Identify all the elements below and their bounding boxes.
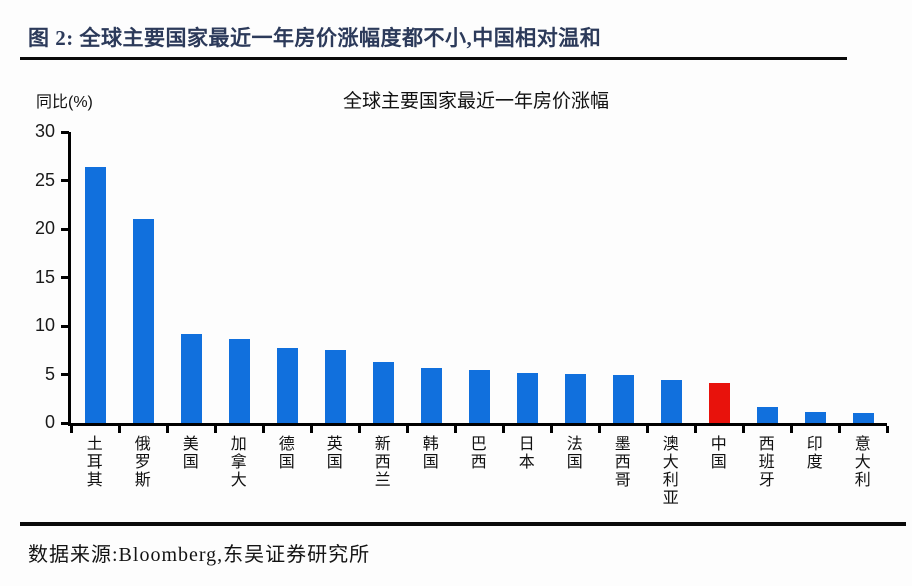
report-figure-title: 图 2: 全球主要国家最近一年房价涨幅度都不小,中国相对温和 <box>28 26 602 50</box>
header-divider-rule <box>20 57 847 60</box>
x-axis-tick <box>837 426 841 433</box>
x-category-cell: 德国 <box>260 435 308 507</box>
bar-日本 <box>516 372 538 423</box>
x-category-cell: 英国 <box>308 435 356 507</box>
x-category-cell: 美国 <box>164 435 212 507</box>
x-category-label: 西班牙 <box>755 435 773 489</box>
y-axis-tick <box>61 276 69 279</box>
x-category-label: 俄罗斯 <box>131 435 149 489</box>
x-category-cell: 法国 <box>548 435 596 507</box>
plot-area: 0 5 10 15 20 25 30 <box>35 121 889 433</box>
bar-美国 <box>180 333 202 423</box>
bar-法国 <box>564 373 586 423</box>
x-axis-tick <box>357 426 361 433</box>
y-tick-label: 15 <box>34 266 55 287</box>
x-axis-tick <box>453 426 457 433</box>
y-axis-tick <box>61 421 69 425</box>
x-category-cell: 俄罗斯 <box>116 435 164 507</box>
x-category-cell: 印度 <box>788 435 836 507</box>
x-category-label: 印度 <box>803 435 821 471</box>
y-tick-label: 20 <box>34 218 55 238</box>
bar-西班牙 <box>756 406 778 423</box>
bar-墨西哥 <box>612 374 634 423</box>
bar-澳大利亚 <box>660 380 682 423</box>
x-category-cell: 意大利 <box>836 435 884 507</box>
x-axis-tick <box>165 426 169 433</box>
y-axis-tick <box>61 130 69 134</box>
footer-divider-rule <box>20 522 906 526</box>
bar-印度 <box>804 412 826 423</box>
y-tick-label: 0 <box>44 412 55 432</box>
x-axis-tick <box>741 426 745 433</box>
x-axis-tick <box>213 426 217 433</box>
x-category-label: 英国 <box>323 435 341 471</box>
x-category-cell: 墨西哥 <box>596 435 644 507</box>
x-axis-tick <box>549 426 553 433</box>
y-tick-label: 25 <box>34 169 55 190</box>
y-axis-tick <box>61 179 69 182</box>
x-category-label: 加拿大 <box>227 435 245 489</box>
x-axis-tick <box>405 426 409 433</box>
bar-土耳其 <box>84 166 106 423</box>
chart-title: 全球主要国家最近一年房价涨幅 <box>342 91 609 112</box>
y-tick-label: 5 <box>44 363 55 384</box>
x-axis-tick <box>789 426 793 433</box>
x-category-label: 法国 <box>563 435 581 471</box>
x-axis-tick <box>309 426 313 433</box>
bar-德国 <box>276 348 298 423</box>
x-category-cell: 巴西 <box>452 435 500 507</box>
x-category-cell: 澳大利亚 <box>644 435 692 507</box>
x-axis-tick <box>693 426 697 433</box>
y-axis-tick <box>61 324 69 328</box>
x-axis-tick <box>117 426 121 433</box>
x-category-label: 土耳其 <box>83 435 101 489</box>
bar-英国 <box>324 350 346 423</box>
x-category-label: 日本 <box>515 435 533 471</box>
x-category-label: 德国 <box>275 435 293 471</box>
x-axis-labels: 土耳其 俄罗斯 美国 加拿大 德国 英国 新西兰 韩国 巴西 日本 法国 墨西哥 澳大利亚 中国 西班牙 印度… <box>68 435 884 507</box>
data-source-text: 数据来源:Bloomberg,东吴证券研究所 <box>28 544 371 566</box>
x-category-cell: 韩国 <box>404 435 452 507</box>
y-axis-tick <box>61 373 69 376</box>
x-category-label: 墨西哥 <box>611 435 629 489</box>
x-category-label: 新西兰 <box>371 435 389 489</box>
x-category-cell: 西班牙 <box>740 435 788 507</box>
y-tick-label: 30 <box>34 121 55 141</box>
x-axis-tick <box>597 426 601 433</box>
x-category-cell: 加拿大 <box>212 435 260 507</box>
x-category-label: 韩国 <box>419 435 437 471</box>
y-axis-unit-label: 同比(%) <box>36 94 93 111</box>
x-category-label: 意大利 <box>851 435 869 489</box>
bar-意大利 <box>852 413 874 423</box>
bar-俄罗斯 <box>132 219 154 423</box>
y-tick-label: 10 <box>34 315 55 335</box>
x-category-cell: 日本 <box>500 435 548 507</box>
x-category-cell: 新西兰 <box>356 435 404 507</box>
x-category-label: 中国 <box>707 435 725 471</box>
y-axis-tick <box>61 227 69 231</box>
x-category-label: 美国 <box>179 435 197 471</box>
x-category-cell: 土耳其 <box>68 435 116 507</box>
bar-中国 <box>708 383 730 423</box>
x-axis-tick <box>501 426 505 433</box>
x-category-label: 澳大利亚 <box>659 435 677 507</box>
x-category-label: 巴西 <box>467 435 485 471</box>
bar-巴西 <box>468 369 490 423</box>
x-axis-tick <box>69 426 73 433</box>
bar-韩国 <box>420 367 442 423</box>
x-axis-tick <box>645 426 649 433</box>
x-axis-tick <box>885 426 889 433</box>
bar-新西兰 <box>372 361 394 423</box>
bar-加拿大 <box>228 338 250 423</box>
x-axis-tick <box>261 426 265 433</box>
x-category-cell: 中国 <box>692 435 740 507</box>
